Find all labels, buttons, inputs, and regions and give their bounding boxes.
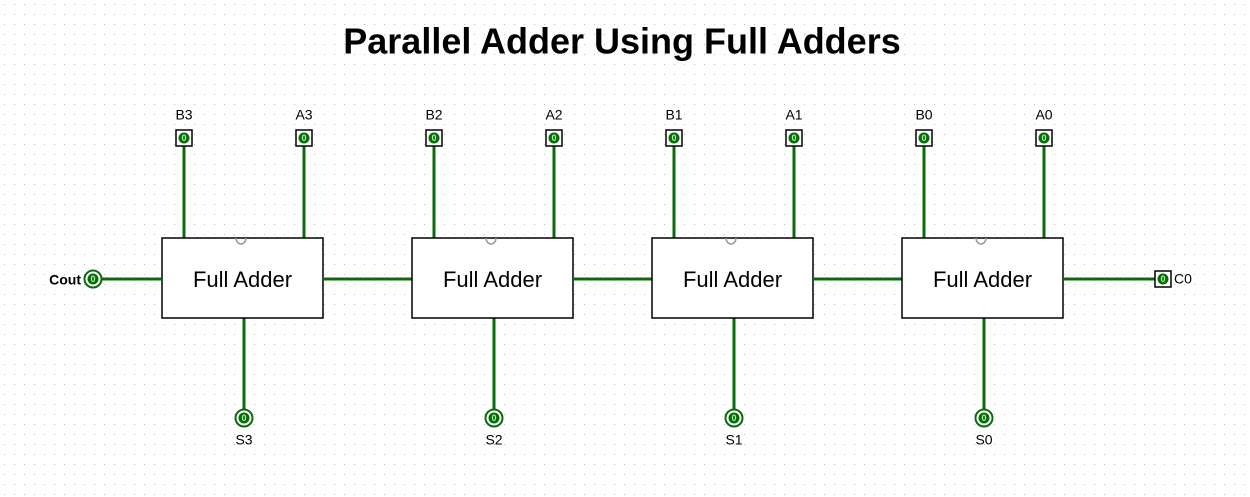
adder-label: Full Adder — [193, 267, 292, 292]
pin-value: 0 — [491, 413, 496, 423]
pin-led — [1157, 273, 1169, 285]
pin-value: 0 — [241, 413, 246, 423]
pin-label: S1 — [725, 432, 742, 448]
pin-led — [548, 132, 560, 144]
pin-value: 0 — [981, 413, 986, 423]
adder-label: Full Adder — [443, 267, 542, 292]
pin-value: 0 — [921, 133, 926, 143]
pin-label: B0 — [915, 107, 932, 123]
pin-value: 0 — [671, 133, 676, 143]
pin-value: 0 — [551, 133, 556, 143]
pin-label: B2 — [425, 107, 442, 123]
clock-notch — [235, 237, 247, 245]
pin-label: Cout — [49, 272, 81, 288]
pin-led — [87, 273, 99, 285]
title: Parallel Adder Using Full Adders — [343, 21, 900, 62]
pin-led — [178, 132, 190, 144]
pin-led — [428, 132, 440, 144]
pin-led — [788, 132, 800, 144]
adder-label: Full Adder — [933, 267, 1032, 292]
pin-label: A1 — [785, 107, 802, 123]
pin-led — [488, 412, 500, 424]
pin-value: 0 — [1160, 274, 1165, 284]
pin-label: A3 — [295, 107, 312, 123]
pin-led — [238, 412, 250, 424]
pin-label: A2 — [545, 107, 562, 123]
pin-label: B1 — [665, 107, 682, 123]
pin-label: A0 — [1035, 107, 1052, 123]
pin-label: S2 — [485, 432, 502, 448]
full-adder — [161, 237, 324, 319]
full-adder — [901, 237, 1064, 319]
pin-value: 0 — [731, 413, 736, 423]
pin-value: 0 — [90, 274, 95, 284]
clock-notch — [975, 237, 987, 245]
pin-value: 0 — [181, 133, 186, 143]
pin-label: S0 — [975, 432, 992, 448]
pin-value: 0 — [301, 133, 306, 143]
pin-led — [978, 412, 990, 424]
pin-led — [918, 132, 930, 144]
pin-value: 0 — [791, 133, 796, 143]
pin-label: S3 — [235, 432, 252, 448]
clock-notch — [725, 237, 737, 245]
full-adder — [411, 237, 574, 319]
clock-notch — [485, 237, 497, 245]
pin-led — [1038, 132, 1050, 144]
pin-value: 0 — [1041, 133, 1046, 143]
pin-label: C0 — [1174, 271, 1192, 287]
pin-value: 0 — [431, 133, 436, 143]
pin-led — [728, 412, 740, 424]
adder-label: Full Adder — [683, 267, 782, 292]
pin-led — [298, 132, 310, 144]
pin-label: B3 — [175, 107, 192, 123]
pin-led — [668, 132, 680, 144]
